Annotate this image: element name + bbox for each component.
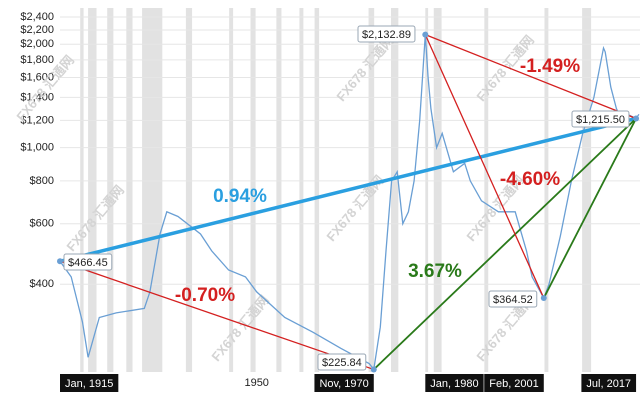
trend-label: 3.67% bbox=[408, 261, 462, 282]
recession-band bbox=[126, 8, 133, 372]
trend-line bbox=[542, 118, 637, 299]
x-tick-box bbox=[314, 374, 374, 392]
annotation-label: $1,215.50 bbox=[571, 110, 630, 128]
recession-band bbox=[544, 8, 549, 372]
x-tick-label: Jul, 2017 bbox=[586, 378, 631, 390]
x-tick-label: Jan, 1980 bbox=[430, 378, 478, 390]
x-tick-label: Nov, 1970 bbox=[319, 378, 368, 390]
x-tick: Jan, 1980 bbox=[425, 374, 484, 392]
x-tick-label: Feb, 2001 bbox=[489, 378, 539, 390]
annotation-label: $466.45 bbox=[63, 253, 113, 271]
x-tick-label: 1950 bbox=[244, 377, 268, 389]
annotation-point bbox=[422, 31, 429, 38]
recession-band bbox=[368, 8, 375, 372]
y-tick-label: $2,400 bbox=[20, 11, 54, 23]
y-tick-label: $1,000 bbox=[20, 141, 54, 153]
x-tick-box bbox=[484, 374, 544, 392]
annotation-box bbox=[488, 290, 538, 308]
y-tick-label: $2,000 bbox=[20, 38, 54, 50]
recession-band bbox=[276, 8, 282, 372]
x-tick-box bbox=[60, 374, 119, 392]
x-tick-box bbox=[425, 374, 484, 392]
annotation-text: $2,132.89 bbox=[362, 29, 411, 41]
y-tick-label: $600 bbox=[30, 218, 54, 230]
y-tick-label: $400 bbox=[30, 278, 54, 290]
trend-label: -0.70% bbox=[175, 285, 235, 306]
y-tick-label: $1,800 bbox=[20, 54, 54, 66]
y-tick-label: $1,600 bbox=[20, 71, 54, 83]
annotation-point bbox=[633, 115, 640, 122]
x-tick: Feb, 2001 bbox=[484, 374, 544, 392]
y-tick-label: $2,200 bbox=[20, 24, 54, 36]
trend-label: 0.94% bbox=[213, 186, 267, 207]
y-tick-label: $1,400 bbox=[20, 91, 54, 103]
annotation-text: $466.45 bbox=[68, 257, 108, 269]
x-tick: Jan, 1915 bbox=[60, 374, 119, 392]
trend-line bbox=[373, 117, 637, 371]
x-tick-label: Jan, 1915 bbox=[65, 378, 113, 390]
trend-label: -4.60% bbox=[500, 169, 560, 190]
recession-band bbox=[582, 8, 592, 372]
annotation-label: $225.84 bbox=[317, 353, 367, 371]
recession-band bbox=[142, 8, 163, 372]
x-tick: Jul, 2017 bbox=[581, 374, 637, 392]
price-line bbox=[59, 34, 640, 371]
recession-band bbox=[107, 8, 114, 372]
recession-band bbox=[391, 8, 399, 372]
annotation-box bbox=[317, 353, 367, 371]
annotation-point bbox=[57, 258, 63, 265]
recession-band bbox=[433, 8, 442, 372]
trend-line bbox=[425, 34, 637, 120]
annotation-point bbox=[370, 366, 377, 373]
recession-band bbox=[299, 8, 304, 372]
x-tick: Nov, 1970 bbox=[314, 374, 374, 392]
annotation-box bbox=[357, 25, 416, 43]
y-tick-label: $1,200 bbox=[20, 114, 54, 126]
annotation-text: $225.84 bbox=[322, 357, 362, 369]
annotation-box bbox=[63, 253, 113, 271]
annotation-point bbox=[540, 295, 547, 302]
recession-band bbox=[80, 8, 84, 372]
recession-band bbox=[185, 8, 193, 372]
recession-band bbox=[314, 8, 320, 372]
y-tick-label: $800 bbox=[30, 175, 54, 187]
recession-band bbox=[88, 8, 97, 372]
trend-line bbox=[424, 34, 545, 299]
recession-band bbox=[250, 8, 256, 372]
annotation-label: $2,132.89 bbox=[357, 25, 416, 43]
x-tick-box bbox=[581, 374, 637, 392]
trend-line bbox=[59, 260, 374, 371]
trend-label: -1.49% bbox=[520, 56, 580, 77]
annotation-label: $364.52 bbox=[488, 290, 538, 308]
trend-line bbox=[59, 116, 637, 263]
x-tick: 1950 bbox=[244, 377, 268, 389]
recession-band bbox=[484, 8, 489, 372]
watermark: FX678 汇通网 bbox=[333, 33, 397, 105]
annotation-text: $1,215.50 bbox=[576, 114, 625, 126]
annotation-box bbox=[571, 110, 630, 128]
recession-band bbox=[229, 8, 234, 372]
annotation-text: $364.52 bbox=[493, 294, 533, 306]
recession-band bbox=[425, 8, 429, 372]
